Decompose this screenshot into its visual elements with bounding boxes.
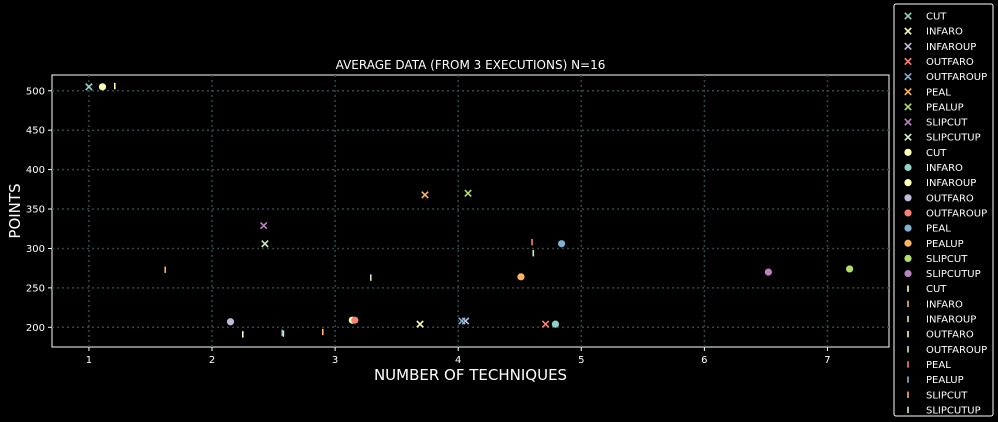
legend-label: SLIPCUTUP <box>926 269 981 280</box>
legend-marker <box>904 57 912 66</box>
legend-marker <box>904 254 912 262</box>
y-tick-label: 450 <box>26 126 45 137</box>
legend-label: SLIPCUT <box>926 390 968 401</box>
legend-label: CUT <box>926 148 947 159</box>
legend-label: OUTFARO <box>926 330 974 341</box>
data-point <box>259 221 268 230</box>
x-tick-label: 3 <box>332 355 338 366</box>
legend-label: OUTFAROUP <box>926 345 987 356</box>
legend-label: OUTFARO <box>926 193 974 204</box>
legend-label: INFAROUP <box>926 178 976 189</box>
y-tick-label: 500 <box>26 86 45 97</box>
legend-marker <box>904 163 912 172</box>
legend-marker <box>904 103 912 111</box>
data-point <box>557 240 566 248</box>
plot-area <box>51 74 890 348</box>
legend-marker <box>904 72 912 81</box>
legend-label: PEALUP <box>926 375 964 386</box>
legend-label: SLIPCUT <box>926 118 968 129</box>
legend-marker <box>904 133 912 141</box>
data-point <box>846 265 854 273</box>
data-point <box>517 273 525 281</box>
legend-label: PEAL <box>926 360 951 371</box>
legend-marker <box>904 118 912 126</box>
data-point <box>416 320 424 328</box>
legend-label: OUTFAROUP <box>926 208 987 219</box>
legend-label: INFARO <box>926 163 963 174</box>
legend-label: SLIPCUT <box>926 254 968 265</box>
data-point <box>458 317 466 325</box>
data-point <box>464 189 472 198</box>
legend-marker <box>904 179 912 187</box>
legend-marker <box>904 224 912 232</box>
legend-label: INFARO <box>926 27 963 38</box>
x-tick-label: 2 <box>209 355 215 366</box>
legend-marker <box>904 87 912 96</box>
legend-marker <box>904 148 912 156</box>
legend-label: PEALUP <box>926 102 964 113</box>
x-tick-label: 4 <box>455 355 461 366</box>
data-point <box>98 83 107 91</box>
legend-marker <box>904 269 912 278</box>
legend-marker <box>904 12 912 20</box>
y-tick-label: 250 <box>26 283 45 294</box>
legend-label: OUTFAROUP <box>926 72 987 83</box>
data-point <box>421 191 429 199</box>
legend-marker <box>904 194 912 202</box>
legend-label: OUTFARO <box>926 57 974 68</box>
y-tick-label: 400 <box>26 165 45 176</box>
legend-label: SLIPCUTUP <box>926 405 981 416</box>
x-axis-title: NUMBER OF TECHNIQUES <box>374 366 567 384</box>
legend-label: INFAROUP <box>926 42 976 53</box>
y-tick-label: 350 <box>26 205 45 216</box>
data-point <box>551 320 560 328</box>
grid-lines <box>52 75 889 347</box>
legend-marker <box>904 27 912 35</box>
legend-label: CUT <box>926 284 947 295</box>
y-axis-title: POINTS <box>6 183 24 238</box>
axis-ticks: 1 2 3 4 5 6 7 200 250 300 350 400 450 500 <box>26 86 831 366</box>
data-point <box>541 320 550 328</box>
legend-label: PEAL <box>926 87 951 98</box>
legend-label: PEAL <box>926 224 951 235</box>
x-tick-label: 7 <box>824 355 830 366</box>
legend-label: INFAROUP <box>926 315 976 326</box>
y-tick-label: 300 <box>26 244 45 255</box>
legend-label: INFARO <box>926 299 963 310</box>
data-point <box>764 268 772 276</box>
data-point <box>351 316 359 324</box>
legend-label: PEALUP <box>926 239 964 250</box>
legend: CUT INFARO INFAROUP OUTFARO OUTFAROUP PEAL PEA… <box>893 3 994 417</box>
data-point <box>226 318 235 326</box>
data-point <box>85 83 93 91</box>
legend-label: CUT <box>926 12 947 23</box>
data-point <box>261 239 269 248</box>
legend-marker <box>904 209 912 217</box>
x-tick-label: 6 <box>701 355 707 366</box>
legend-marker <box>904 42 912 51</box>
x-tick-label: 5 <box>578 355 584 366</box>
legend-label: SLIPCUTUP <box>926 133 981 144</box>
data-points <box>85 82 854 338</box>
x-tick-label: 1 <box>86 355 92 366</box>
legend-box <box>893 3 994 417</box>
legend-marker <box>904 239 912 247</box>
y-tick-label: 200 <box>26 323 45 334</box>
chart-title: AVERAGE DATA (FROM 3 EXECUTIONS) N=16 <box>336 58 606 72</box>
